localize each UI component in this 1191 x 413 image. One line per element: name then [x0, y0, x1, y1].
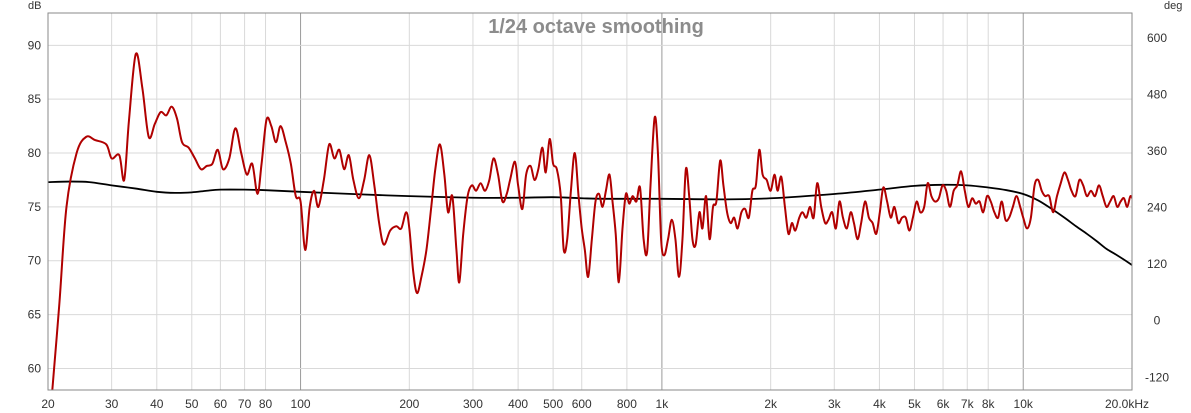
- y-left-tick-label: 85: [28, 92, 42, 106]
- y-left-tick-label: 65: [28, 308, 42, 322]
- y-left-tick-label: 60: [28, 361, 42, 375]
- y-left-tick-label: 80: [28, 146, 42, 160]
- x-tick-label: 100: [291, 397, 311, 411]
- x-tick-label: 4k: [873, 397, 887, 411]
- x-tick-label: 60: [214, 397, 228, 411]
- x-tick-label: 30: [105, 397, 119, 411]
- x-tick-label: 80: [259, 397, 273, 411]
- grid-layer: [48, 13, 1132, 390]
- x-tick-label: 400: [508, 397, 528, 411]
- x-tick-label: 50: [185, 397, 199, 411]
- x-tick-label: 70: [238, 397, 252, 411]
- x-tick-label: 20.0kHz: [1105, 397, 1149, 411]
- x-tick-label: 800: [617, 397, 637, 411]
- x-tick-label: 20: [41, 397, 55, 411]
- y-right-tick-label: 240: [1147, 201, 1167, 215]
- x-tick-label: 200: [399, 397, 419, 411]
- y-left-tick-label: 90: [28, 38, 42, 52]
- plot-frame: [47, 12, 1133, 391]
- y-left-tick-label: 75: [28, 200, 42, 214]
- x-tick-label: 8k: [982, 397, 996, 411]
- y-right-tick-label: 480: [1147, 88, 1167, 102]
- y-right-tick-label: 120: [1147, 257, 1167, 271]
- x-tick-label: 300: [463, 397, 483, 411]
- x-tick-label: 7k: [961, 397, 975, 411]
- y-right-tick-label: 600: [1147, 31, 1167, 45]
- x-tick-label: 600: [572, 397, 592, 411]
- spl-response-line: [51, 52, 1132, 390]
- phase-response-line: [48, 180, 1132, 267]
- x-tick-label: 5k: [908, 397, 922, 411]
- y-right-tick-label: 360: [1147, 144, 1167, 158]
- y-left-tick-label: 70: [28, 254, 42, 268]
- x-tick-label: 40: [150, 397, 164, 411]
- series-layer: [48, 52, 1132, 390]
- left-unit-label: dB: [28, 0, 41, 12]
- right-unit-label: deg: [1164, 0, 1182, 12]
- x-tick-label: 6k: [937, 397, 951, 411]
- x-tick-label: 10k: [1014, 397, 1034, 411]
- chart-title: 1/24 octave smoothing: [488, 16, 704, 38]
- x-tick-label: 1k: [656, 397, 670, 411]
- x-tick-label: 500: [543, 397, 563, 411]
- y-right-tick-label: -120: [1145, 370, 1169, 384]
- label-layer: 20 30 40 50 60 70 80 100 200 300 400 500 600 800 1k 2k 3…: [28, 31, 1170, 411]
- x-tick-label: 3k: [828, 397, 842, 411]
- x-tick-label: 2k: [764, 397, 778, 411]
- y-right-tick-label: 0: [1154, 314, 1161, 328]
